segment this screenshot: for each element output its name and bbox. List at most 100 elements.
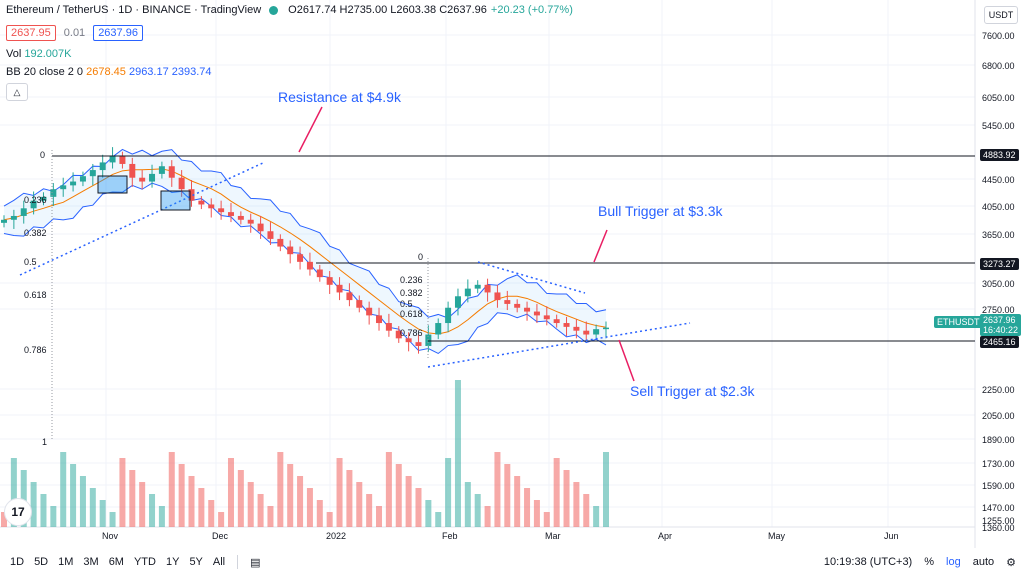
- volume-bar: [356, 482, 363, 527]
- volume-bar: [306, 488, 313, 527]
- volume-bar: [484, 506, 491, 527]
- y-axis-label: 1255.00: [982, 516, 1015, 526]
- annotation-sell-trigger: Sell Trigger at $2.3k: [630, 383, 755, 399]
- volume-bar: [1, 512, 7, 527]
- bollinger-legend[interactable]: BB 20 close 2 0 2678.45 2963.17 2393.74: [6, 66, 212, 78]
- volume-bar: [573, 482, 580, 527]
- candle-body: [109, 156, 116, 163]
- volume-bar: [494, 452, 501, 527]
- bottom-toolbar: 1D 5D 1M 3M 6M YTD 1Y 5Y All ▤ 10:19:38 (UTC+3) …: [0, 548, 1024, 576]
- tradingview-logo[interactable]: 17: [4, 498, 32, 526]
- timeframe-5d[interactable]: 5D: [34, 556, 49, 568]
- support-trendline: [427, 322, 691, 368]
- timeframe-5y[interactable]: 5Y: [189, 556, 203, 568]
- timeframe-1d[interactable]: 1D: [10, 556, 25, 568]
- volume-bar: [40, 494, 47, 527]
- candle-body: [257, 223, 264, 232]
- volume-bar: [188, 476, 195, 527]
- volume-bar: [119, 458, 126, 527]
- symbol-header[interactable]: Ethereum / TetherUS · 1D · BINANCE · Tra…: [6, 4, 573, 16]
- candle-body: [445, 307, 452, 324]
- candle-body: [583, 330, 590, 335]
- candle-body: [247, 219, 254, 224]
- log-toggle[interactable]: log: [946, 556, 961, 568]
- candle-body: [573, 326, 580, 331]
- fib-left-label: 0: [40, 150, 46, 160]
- volume-bar: [464, 482, 471, 527]
- volume-label: Vol: [6, 48, 22, 60]
- candle-body: [40, 196, 47, 201]
- y-axis-label: 3650.00: [982, 230, 1015, 240]
- candle-body: [484, 284, 491, 293]
- timeframe-all[interactable]: All: [212, 556, 226, 568]
- candle-body: [50, 189, 57, 197]
- timeframe-ytd[interactable]: YTD: [133, 556, 156, 568]
- sell-price-button[interactable]: 2637.95: [6, 25, 56, 41]
- volume-bar: [287, 464, 294, 527]
- volume-bar: [297, 476, 304, 527]
- volume-bar: [376, 506, 383, 527]
- volume-bar: [395, 464, 402, 527]
- candle-body: [415, 342, 422, 346]
- timeframe-1y[interactable]: 1Y: [165, 556, 180, 568]
- market-status-dot: [269, 5, 279, 15]
- fib-left-label: 0.236: [24, 195, 47, 205]
- volume-bar: [454, 380, 461, 527]
- buy-price-button[interactable]: 2637.96: [93, 25, 143, 41]
- volume-legend[interactable]: Vol 192.007K: [6, 48, 71, 60]
- volume-bar: [326, 512, 333, 527]
- volume-bar: [563, 470, 570, 527]
- auto-toggle[interactable]: auto: [972, 556, 995, 568]
- ohlc-values: O2617.74 H2735.00 L2603.38 C2637.96: [288, 4, 487, 16]
- fib-right-label: 0.786: [400, 328, 423, 338]
- candle-body: [553, 319, 560, 324]
- candle-body: [474, 284, 481, 289]
- volume-bar: [346, 470, 353, 527]
- volume-bar: [435, 512, 442, 527]
- candle-body: [543, 315, 550, 320]
- volume-bar: [425, 500, 432, 527]
- symbol-title[interactable]: Ethereum / TetherUS · 1D · BINANCE · Tra…: [6, 4, 262, 16]
- sell-price-tag: 2465.16: [980, 336, 1019, 348]
- percent-toggle[interactable]: %: [924, 556, 935, 568]
- x-axis-label: May: [768, 531, 786, 541]
- candle-body: [198, 200, 205, 205]
- collapse-legend-button[interactable]: △: [6, 83, 28, 101]
- candle-body: [454, 296, 461, 308]
- volume-bar: [603, 452, 609, 527]
- candle-body: [168, 166, 175, 178]
- calendar-range-icon[interactable]: ▤: [250, 556, 261, 569]
- bollinger-basis: [3, 168, 607, 335]
- bb-lower-value: 2393.74: [171, 66, 212, 78]
- gear-icon[interactable]: ⚙: [1006, 556, 1016, 569]
- candle-body: [208, 204, 215, 209]
- volume-bar: [366, 494, 373, 527]
- volume-bar: [474, 494, 481, 527]
- volume-bar: [405, 476, 412, 527]
- x-axis-label: 2022: [326, 531, 347, 541]
- bull-arrow: [593, 229, 608, 263]
- fib-left-label: 0.618: [24, 290, 47, 300]
- fib-left-label: 0.382: [24, 228, 47, 238]
- x-axis-label: Apr: [658, 531, 673, 541]
- volume-bar: [524, 488, 531, 527]
- x-axis-label: Jun: [884, 531, 899, 541]
- volume-bar: [247, 482, 254, 527]
- y-axis-label: 6800.00: [982, 61, 1015, 71]
- timeframe-3m[interactable]: 3M: [83, 556, 99, 568]
- candle-body: [494, 292, 501, 301]
- timeframe-6m[interactable]: 6M: [108, 556, 124, 568]
- volume-bar: [593, 506, 600, 527]
- candle-body: [504, 300, 511, 304]
- volume-bar: [10, 458, 17, 527]
- candle-body: [60, 185, 67, 190]
- currency-button[interactable]: USDT: [984, 6, 1018, 24]
- volume-bar: [99, 500, 106, 527]
- y-axis-label: 4450.00: [982, 175, 1015, 185]
- candle-body: [1, 219, 7, 223]
- timeframe-1m[interactable]: 1M: [58, 556, 74, 568]
- price-change: +20.23 (+0.77%): [490, 4, 573, 16]
- clock[interactable]: 10:19:38 (UTC+3): [823, 556, 913, 568]
- candle-body: [376, 315, 383, 324]
